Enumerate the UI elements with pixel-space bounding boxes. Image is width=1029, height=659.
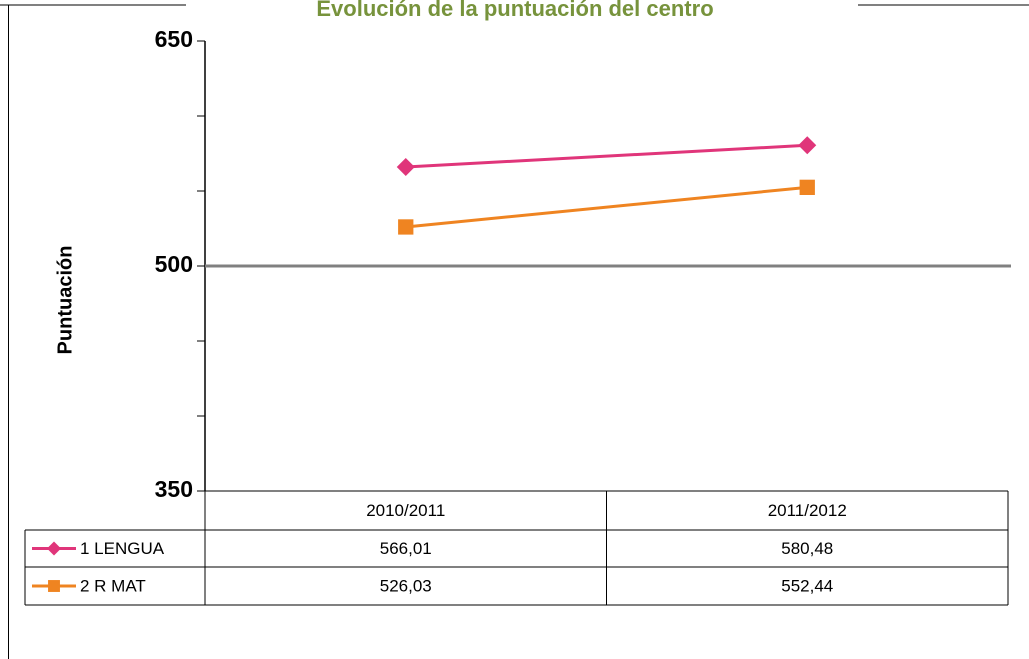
legend-label: 1 LENGUA	[80, 539, 165, 558]
legend-label: 2 R MAT	[80, 576, 146, 595]
y-axis-label: Puntuación	[54, 246, 76, 355]
y-tick-label: 650	[155, 26, 193, 52]
data-label: 566,01	[380, 539, 432, 558]
marker	[398, 219, 414, 235]
x-tick-label: 2011/2012	[768, 501, 847, 520]
series-line	[405, 185, 808, 229]
data-label: 552,44	[781, 576, 833, 595]
chart-title: Evolución de la puntuación del centro	[316, 0, 713, 21]
legend-marker	[47, 541, 61, 556]
marker	[799, 179, 815, 195]
y-tick-label: 500	[155, 251, 193, 277]
series-line	[405, 143, 808, 169]
legend-marker	[48, 580, 60, 592]
data-label: 526,03	[380, 576, 432, 595]
data-label: 580,48	[781, 539, 833, 558]
marker	[396, 157, 415, 176]
x-tick-label: 2010/2011	[366, 501, 445, 520]
y-tick-label: 350	[155, 476, 193, 502]
marker	[798, 136, 817, 155]
